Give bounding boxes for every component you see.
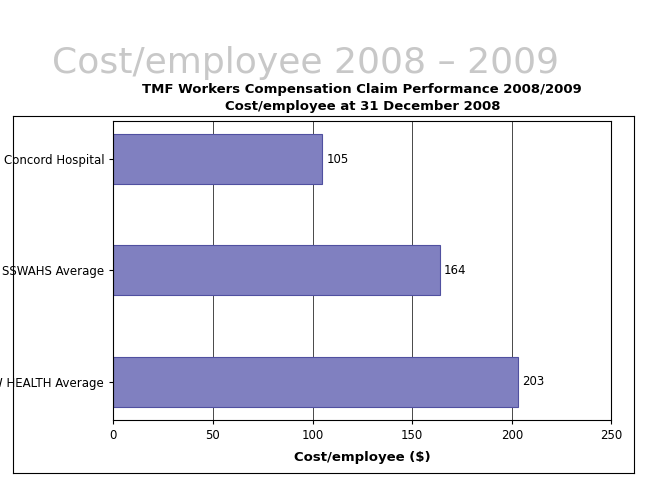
Bar xyxy=(113,134,322,185)
Title: TMF Workers Compensation Claim Performance 2008/2009
Cost/employee at 31 Decembe: TMF Workers Compensation Claim Performan… xyxy=(142,83,582,113)
Text: Cost/employee 2008 – 2009: Cost/employee 2008 – 2009 xyxy=(52,46,559,80)
Text: 203: 203 xyxy=(521,375,544,388)
Bar xyxy=(113,356,518,407)
Bar xyxy=(113,245,440,296)
Text: 164: 164 xyxy=(444,264,466,277)
Text: 105: 105 xyxy=(327,153,349,166)
X-axis label: Cost/employee ($): Cost/employee ($) xyxy=(294,451,431,464)
